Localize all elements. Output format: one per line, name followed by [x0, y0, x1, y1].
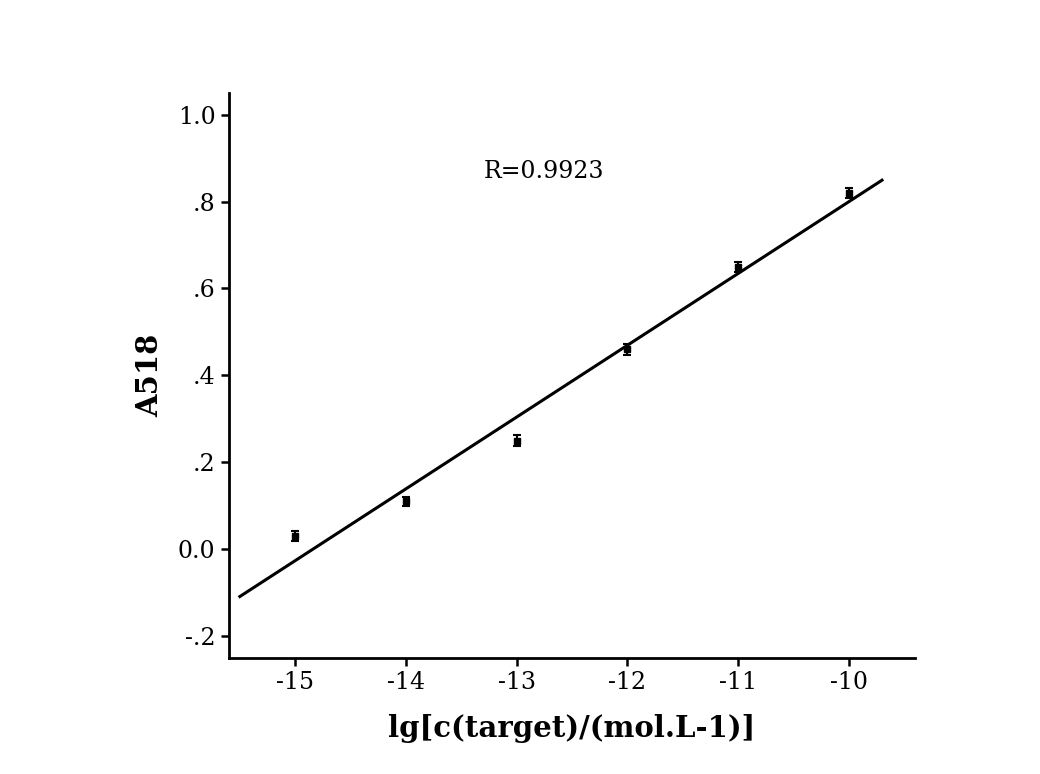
Y-axis label: A518: A518 — [135, 334, 164, 417]
Text: R=0.9923: R=0.9923 — [484, 159, 604, 183]
X-axis label: lg[c(target)/(mol.L-1)]: lg[c(target)/(mol.L-1)] — [388, 714, 756, 742]
